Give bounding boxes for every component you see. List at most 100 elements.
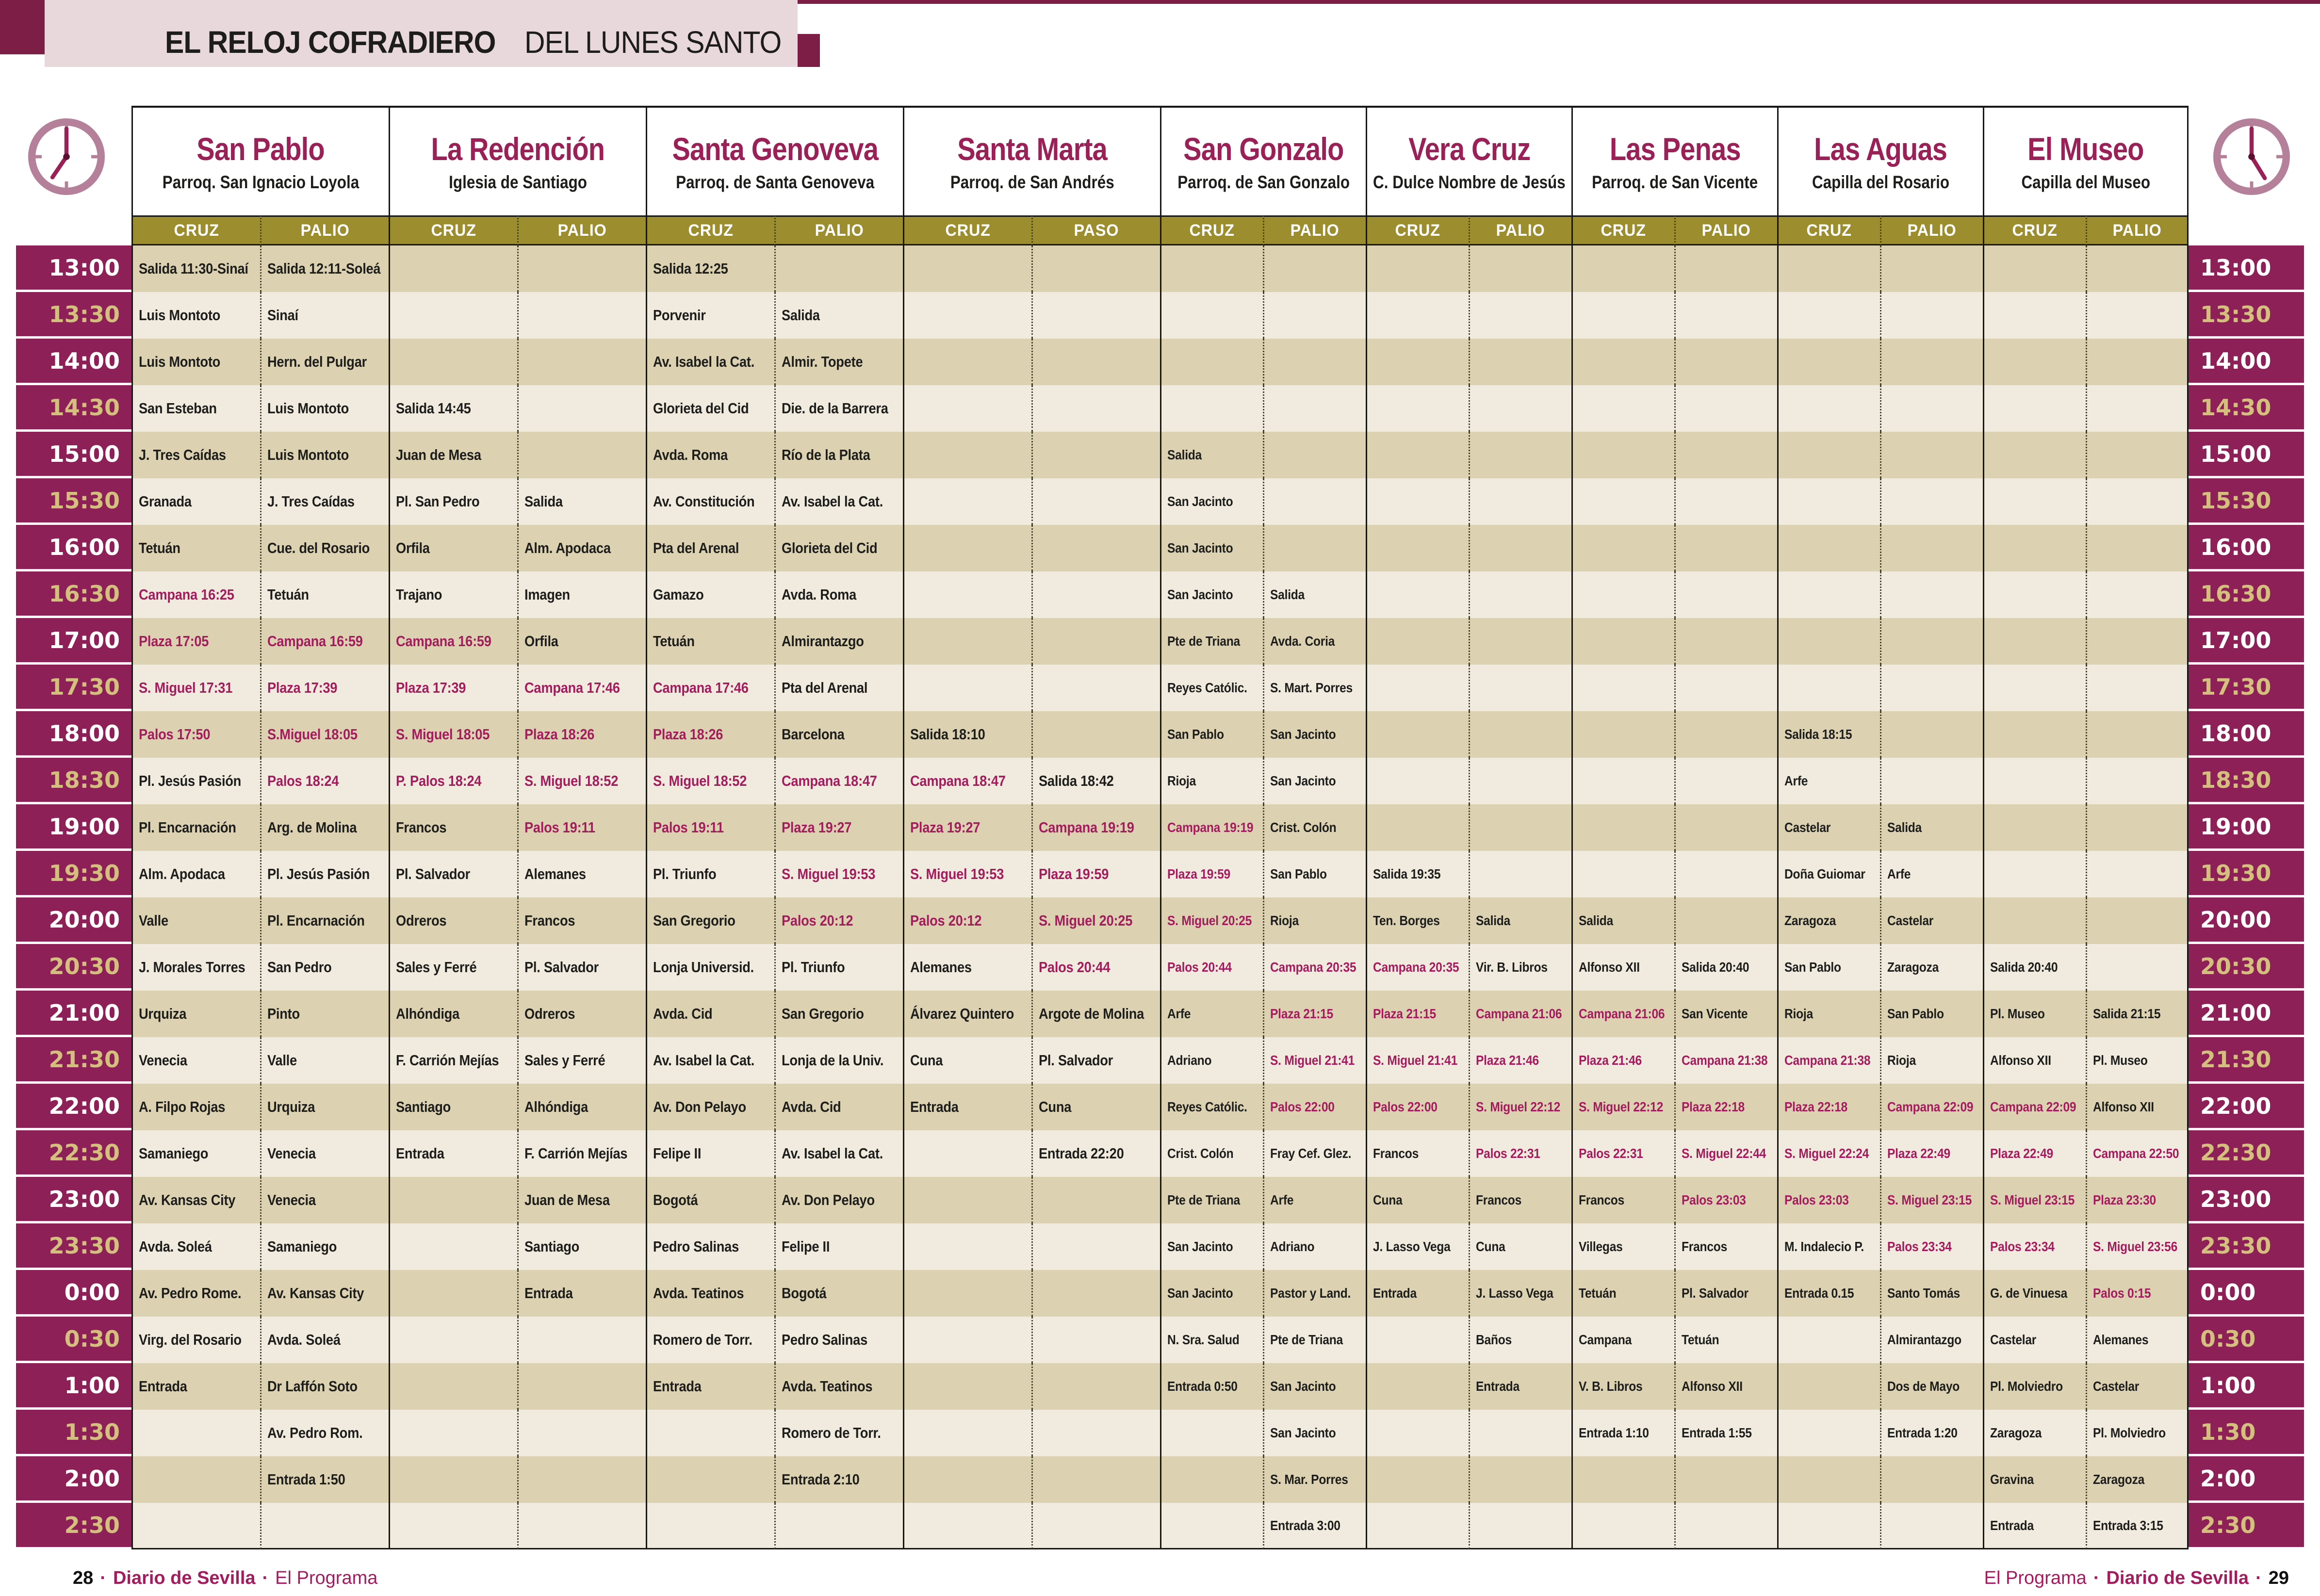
schedule-cell-santa-marta-cruz-2-30 — [903, 1503, 1031, 1549]
time-label-23-30: 23:30 — [16, 1223, 131, 1270]
subcol-label-text: PALIO — [1496, 221, 1546, 240]
schedule-cell-vera-cruz-palio-2-00 — [1469, 1456, 1571, 1503]
schedule-cell-santa-marta-paso-0-00 — [1031, 1270, 1160, 1317]
time-label-20-30: 20:30 — [16, 944, 131, 991]
schedule-cell-las-penas-cruz-13-30 — [1571, 292, 1674, 339]
schedule-entry: Entrada 1:10 — [1579, 1425, 1649, 1440]
schedule-entry: Entrada 22:20 — [1039, 1145, 1124, 1162]
schedule-cell-santa-marta-paso-19-00: Campana 19:19 — [1031, 804, 1160, 851]
schedule-entry: Campana 18:47 — [782, 772, 877, 789]
schedule-entry: Campana 21:06 — [1476, 1006, 1562, 1021]
schedule-cell-el-museo-cruz-17-00 — [1983, 618, 2086, 665]
schedule-entry: Arfe — [1887, 866, 1911, 881]
schedule-cell-el-museo-palio-20-00 — [2086, 897, 2189, 944]
schedule-entry: Pl. Jesús Pasión — [139, 772, 242, 789]
schedule-cell-la-redencion-palio-0-00: Entrada — [517, 1270, 646, 1317]
time-label-2-00: 2:00 — [16, 1456, 131, 1503]
schedule-entry: San Jacinto — [1270, 1425, 1336, 1440]
schedule-entry: Avda. Roma — [653, 446, 728, 463]
schedule-cell-santa-genoveva-palio-15-30: Av. Isabel la Cat. — [774, 478, 903, 525]
footer-brand: Diario de Sevilla — [2106, 1568, 2249, 1588]
schedule-entry: Romero de Torr. — [782, 1424, 881, 1441]
subcol-label-las-penas-cruz: CRUZ — [1571, 215, 1674, 245]
schedule-cell-las-aguas-palio-14-30 — [1880, 385, 1983, 432]
subcol-label-text: PALIO — [557, 221, 607, 240]
schedule-cell-el-museo-palio-1-00: Castelar — [2086, 1363, 2189, 1410]
schedule-entry: Imagen — [524, 586, 570, 603]
schedule-cell-las-aguas-cruz-14-00 — [1777, 339, 1880, 385]
procession-timetable: San Pablo Parroq. San Ignacio Loyola La Re… — [16, 106, 2304, 1549]
schedule-cell-la-redencion-cruz-20-00: Odreros — [389, 897, 517, 944]
brotherhood-church: Capilla del Museo — [2021, 172, 2150, 192]
schedule-cell-la-redencion-palio-15-30: Salida — [517, 478, 646, 525]
top-border-strip — [0, 0, 2320, 4]
schedule-entry: Vir. B. Libros — [1476, 960, 1548, 975]
time-label-20-30: 20:30 — [2189, 944, 2304, 991]
schedule-cell-santa-genoveva-palio-19-30: S. Miguel 19:53 — [774, 851, 903, 897]
schedule-entry: Cuna — [1476, 1239, 1505, 1254]
schedule-cell-la-redencion-cruz-16-00: Orfila — [389, 525, 517, 571]
subcol-label-text: CRUZ — [1806, 221, 1852, 240]
schedule-cell-vera-cruz-palio-17-30 — [1469, 665, 1571, 711]
schedule-entry: Lonja Universid. — [653, 959, 754, 976]
schedule-entry: Plaza 22:49 — [1887, 1146, 1950, 1161]
schedule-cell-vera-cruz-cruz-18-00 — [1366, 711, 1469, 758]
schedule-cell-santa-marta-paso-23-00 — [1031, 1177, 1160, 1223]
schedule-cell-san-pablo-cruz-13-00: Salida 11:30-Sinaí — [131, 245, 260, 292]
schedule-cell-la-redencion-palio-20-30: Pl. Salvador — [517, 944, 646, 991]
time-label-17-00: 17:00 — [2189, 618, 2304, 665]
schedule-cell-las-penas-palio-1-30: Entrada 1:55 — [1674, 1410, 1777, 1456]
schedule-cell-las-penas-cruz-22-30: Palos 22:31 — [1571, 1130, 1674, 1177]
schedule-entry: Cue. del Rosario — [267, 539, 370, 556]
schedule-entry: M. Indalecio P. — [1784, 1239, 1864, 1254]
schedule-entry: Pl. Encarnación — [139, 819, 236, 836]
schedule-entry: Francos — [1476, 1192, 1522, 1207]
schedule-entry: Entrada — [653, 1378, 702, 1395]
schedule-entry: Campana 20:35 — [1270, 960, 1356, 975]
schedule-cell-san-gonzalo-cruz-22-30: Crist. Colón — [1160, 1130, 1263, 1177]
schedule-cell-san-pablo-palio-23-00: Venecia — [260, 1177, 389, 1223]
schedule-entry: Plaza 17:39 — [267, 679, 338, 696]
schedule-cell-san-gonzalo-palio-23-00: Arfe — [1263, 1177, 1366, 1223]
schedule-cell-vera-cruz-palio-13-30 — [1469, 292, 1571, 339]
schedule-entry: Glorieta del Cid — [782, 539, 878, 556]
time-label-22-00: 22:00 — [16, 1084, 131, 1130]
schedule-cell-las-penas-palio-18-30 — [1674, 758, 1777, 804]
schedule-cell-vera-cruz-palio-14-30 — [1469, 385, 1571, 432]
schedule-cell-santa-marta-cruz-15-30 — [903, 478, 1031, 525]
subcol-label-las-aguas-palio: PALIO — [1880, 215, 1983, 245]
schedule-entry: Castelar — [1784, 820, 1831, 835]
time-label-22-30: 22:30 — [16, 1130, 131, 1177]
schedule-cell-santa-marta-paso-1-30 — [1031, 1410, 1160, 1456]
schedule-cell-las-penas-cruz-23-30: Villegas — [1571, 1223, 1674, 1270]
schedule-entry: Felipe II — [653, 1145, 702, 1162]
schedule-cell-santa-marta-cruz-1-30 — [903, 1410, 1031, 1456]
schedule-cell-san-gonzalo-palio-21-00: Plaza 21:15 — [1263, 991, 1366, 1037]
schedule-entry: Entrada — [524, 1285, 573, 1302]
schedule-cell-las-penas-palio-23-00: Palos 23:03 — [1674, 1177, 1777, 1223]
subcol-label-text: CRUZ — [1601, 221, 1647, 240]
schedule-entry: Salida 14:45 — [396, 400, 471, 417]
schedule-entry: Entrada 2:10 — [782, 1471, 860, 1488]
schedule-entry: Arfe — [1167, 1006, 1191, 1021]
time-label-13-30: 13:30 — [16, 292, 131, 339]
schedule-cell-las-aguas-cruz-1-00 — [1777, 1363, 1880, 1410]
schedule-entry: Plaza 17:39 — [396, 679, 466, 696]
schedule-cell-santa-marta-cruz-19-30: S. Miguel 19:53 — [903, 851, 1031, 897]
schedule-cell-santa-genoveva-palio-13-00 — [774, 245, 903, 292]
schedule-entry: Alfonso XII — [1682, 1379, 1743, 1394]
schedule-cell-san-gonzalo-palio-2-00: S. Mar. Porres — [1263, 1456, 1366, 1503]
schedule-cell-vera-cruz-cruz-20-30: Campana 20:35 — [1366, 944, 1469, 991]
time-label-0-00: 0:00 — [2189, 1270, 2304, 1317]
schedule-cell-santa-marta-cruz-1-00 — [903, 1363, 1031, 1410]
subcol-label-text: PALIO — [815, 221, 864, 240]
schedule-entry: Entrada — [1373, 1286, 1417, 1301]
schedule-cell-santa-marta-paso-2-30 — [1031, 1503, 1160, 1549]
schedule-cell-santa-genoveva-palio-16-30: Avda. Roma — [774, 571, 903, 618]
schedule-entry: Virg. del Rosario — [139, 1331, 242, 1348]
schedule-entry: Cuna — [1039, 1098, 1072, 1115]
schedule-entry: Salida 21:15 — [2093, 1006, 2161, 1021]
schedule-cell-san-pablo-cruz-20-00: Valle — [131, 897, 260, 944]
schedule-entry: Sales y Ferré — [524, 1052, 605, 1069]
time-label-22-00: 22:00 — [2189, 1084, 2304, 1130]
